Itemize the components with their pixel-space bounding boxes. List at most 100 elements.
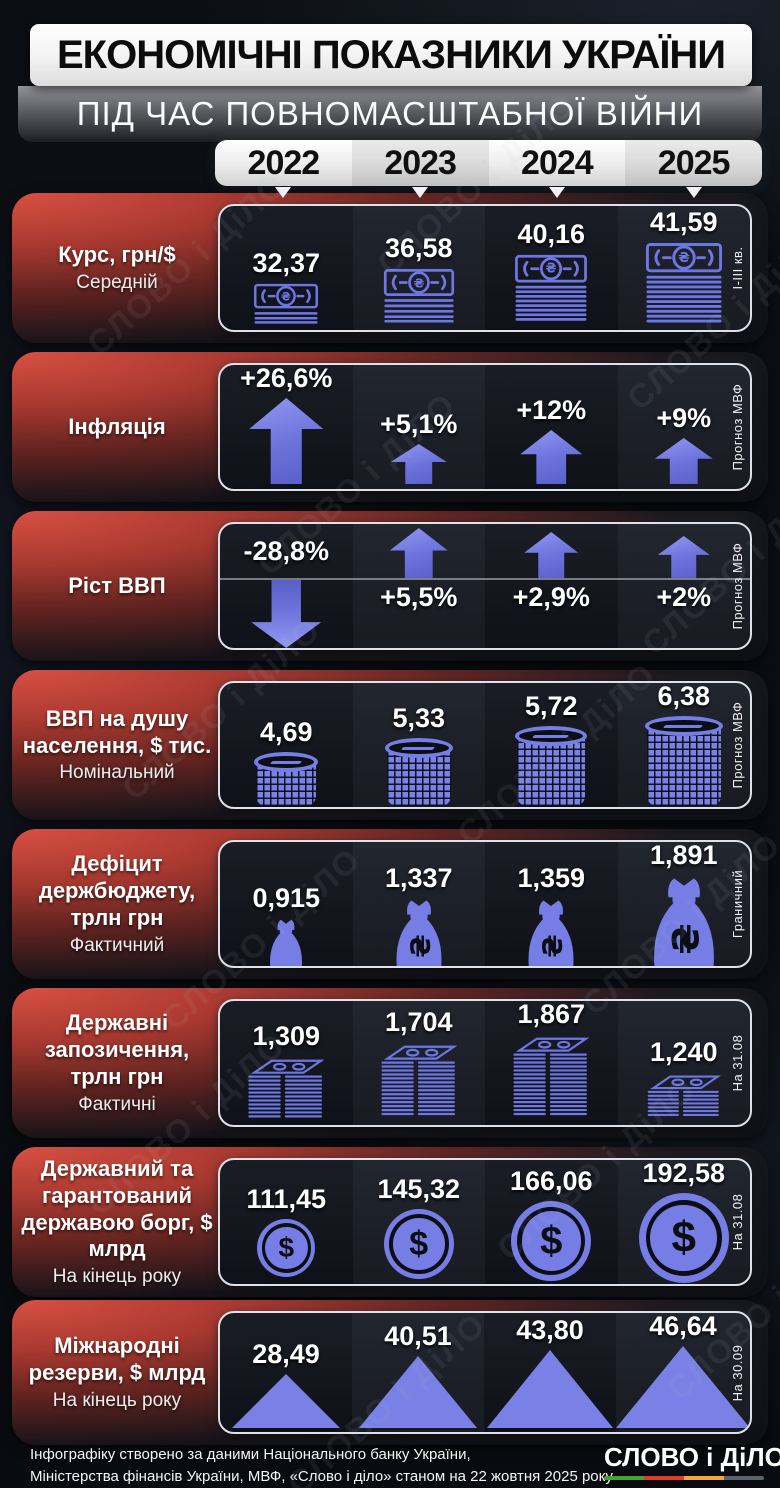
- panel-note: На 31.08: [730, 1193, 745, 1251]
- value-2025: 41,59: [649, 207, 718, 237]
- cell-2023: +5,1%: [352, 365, 485, 489]
- years-header: 2022 2023 2024 2025: [215, 140, 762, 186]
- cell-2025: 41,59 ₴: [617, 206, 750, 330]
- panel-note: Прогноз МВФ: [730, 542, 745, 630]
- row-label: Державні запозичення, трлн грн Фактичні: [18, 988, 216, 1138]
- row-label: Міжнародні резерви, $ млрд На кінець рок…: [18, 1300, 216, 1445]
- row-label-main: ВВП на душу населення, $ тис.: [22, 705, 212, 758]
- row-label-sub: Номінальний: [59, 762, 175, 784]
- values-panel: -28,8% +5,5% +2,9% +2% Прогноз МВФ: [218, 522, 752, 650]
- cell-2024: 5,72: [485, 683, 618, 807]
- value-2023: 1,704: [384, 1007, 453, 1037]
- page-title: ЕКОНОМІЧНІ ПОКАЗНИКИ УКРАЇНИ: [56, 32, 726, 77]
- money-bag-icon: ₴: [396, 900, 442, 966]
- cell-2023: 40,51: [352, 1313, 484, 1432]
- value-2024: 166,06: [509, 1166, 593, 1196]
- year-pointer-icon: [275, 187, 291, 198]
- values-panel: 32,37 ₴ 36,58: [218, 204, 752, 332]
- value-2025: 1,891: [649, 840, 718, 870]
- panel-note: Прогноз МВФ: [730, 383, 745, 471]
- triangle-icon: [232, 1374, 340, 1428]
- cell-2025: +9%: [617, 365, 750, 489]
- money-bag-icon: [270, 919, 303, 966]
- svg-text:₴: ₴: [546, 262, 557, 277]
- cell-2025: 1,240: [617, 1001, 750, 1125]
- value-2023: +5,1%: [380, 409, 458, 439]
- dollar-coin-icon: $: [638, 1193, 729, 1283]
- banknote-stack-icon: ₴: [515, 254, 588, 321]
- panel-note: На 30.09: [730, 1344, 745, 1401]
- value-2025: 1,240: [649, 1037, 718, 1067]
- year-pointer-icon: [549, 187, 565, 198]
- row-exchange-rate: Курс, грн/$ Середній 32,37 ₴ 36,58: [12, 193, 768, 343]
- values-panel: 0,915 1,337 ₴ 1,359: [218, 840, 752, 968]
- cell-2022: 0,915: [220, 842, 353, 966]
- row-label-sub: Фактичний: [69, 934, 165, 956]
- cell-2024: +2,9%: [485, 524, 618, 648]
- cell-2025: 192,58 $: [617, 1158, 750, 1284]
- zero-baseline: [220, 578, 750, 580]
- value-2022: 32,37: [252, 248, 321, 278]
- row-label-sub: На кінець року: [52, 1389, 182, 1411]
- value-2022: 4,69: [259, 717, 313, 747]
- value-2022: 28,49: [252, 1339, 320, 1369]
- values-panel: 4,69 5,33 5,72 6,38: [218, 681, 752, 809]
- coin-stack-icon: [515, 726, 588, 806]
- values-panel: 1,309 1,704: [218, 999, 752, 1127]
- year-pointer-icon: [686, 187, 702, 198]
- row-label-main: Державний та гарантований державою борг,…: [21, 1155, 213, 1262]
- banknote-pile-icon: [248, 1059, 325, 1118]
- value-2022: 111,45: [246, 1184, 327, 1214]
- value-2023: 1,337: [384, 863, 453, 893]
- logo-underline-red: [644, 1476, 684, 1480]
- row-label-main: Інфляція: [68, 413, 166, 439]
- cell-2022: -28,8%: [220, 524, 353, 648]
- row-gdp-per-capita: ВВП на душу населення, $ тис. Номінальни…: [12, 670, 768, 820]
- value-2023: +5,5%: [380, 582, 458, 612]
- year-pointer-icon: [412, 187, 428, 198]
- value-2025: 46,64: [649, 1311, 717, 1341]
- value-2023: 40,51: [384, 1321, 452, 1351]
- row-label-sub: На кінець року: [52, 1266, 182, 1288]
- coin-stack-icon: [254, 752, 319, 806]
- up-arrow-icon: [520, 430, 583, 484]
- value-2023: 5,33: [392, 703, 446, 733]
- value-2025: 6,38: [657, 681, 711, 711]
- logo-underline-yellow: [684, 1476, 724, 1480]
- cell-2024: 1,359 ₴: [485, 842, 618, 966]
- cell-2025: 1,891 ₴: [617, 840, 750, 966]
- cell-2024: +12%: [485, 365, 618, 489]
- cell-2024: 1,867: [485, 1001, 618, 1125]
- row-label: Ріст ВВП: [18, 511, 216, 661]
- up-arrow-icon: [654, 438, 713, 484]
- row-gdp-growth: Ріст ВВП -28,8% +5,5% +2,9% +2% Прогноз …: [12, 511, 768, 661]
- cell-2022: 111,45 $: [220, 1160, 353, 1284]
- value-2024: +12%: [516, 395, 587, 425]
- cell-2023: 36,58 ₴: [352, 206, 485, 330]
- banknote-pile-icon: [647, 1075, 721, 1117]
- row-label: Інфляція: [18, 352, 216, 502]
- value-2023: 145,32: [377, 1174, 461, 1204]
- banknote-pile-icon: [381, 1045, 458, 1116]
- value-2023: 36,58: [384, 233, 453, 263]
- logo-underline-gray: [724, 1476, 764, 1480]
- up-arrow-icon: [389, 528, 448, 578]
- panel-note: На 31.08: [730, 1034, 745, 1092]
- value-2022: +26,6%: [240, 363, 333, 393]
- banknote-stack-icon: ₴: [645, 243, 722, 323]
- row-label-main: Дефіцит держбюджету, трлн грн: [38, 851, 196, 930]
- value-2024: 40,16: [517, 219, 586, 249]
- panel-note: Прогноз МВФ: [730, 701, 745, 789]
- coin-stack-icon: [384, 738, 453, 806]
- up-arrow-icon: [657, 536, 710, 578]
- value-2024: 43,80: [516, 1315, 584, 1345]
- year-2022: 2022: [247, 143, 321, 182]
- dollar-coin-icon: $: [511, 1201, 592, 1281]
- value-2025: 192,58: [642, 1158, 726, 1188]
- value-2024: 5,72: [524, 691, 578, 721]
- page-subtitle: ПІД ЧАС ПОВНОМАСШТАБНОЇ ВІЙНИ: [76, 95, 704, 132]
- svg-text:₴: ₴: [663, 924, 705, 955]
- row-label-sub: Фактичні: [78, 1093, 156, 1115]
- cell-2023: +5,5%: [352, 524, 485, 648]
